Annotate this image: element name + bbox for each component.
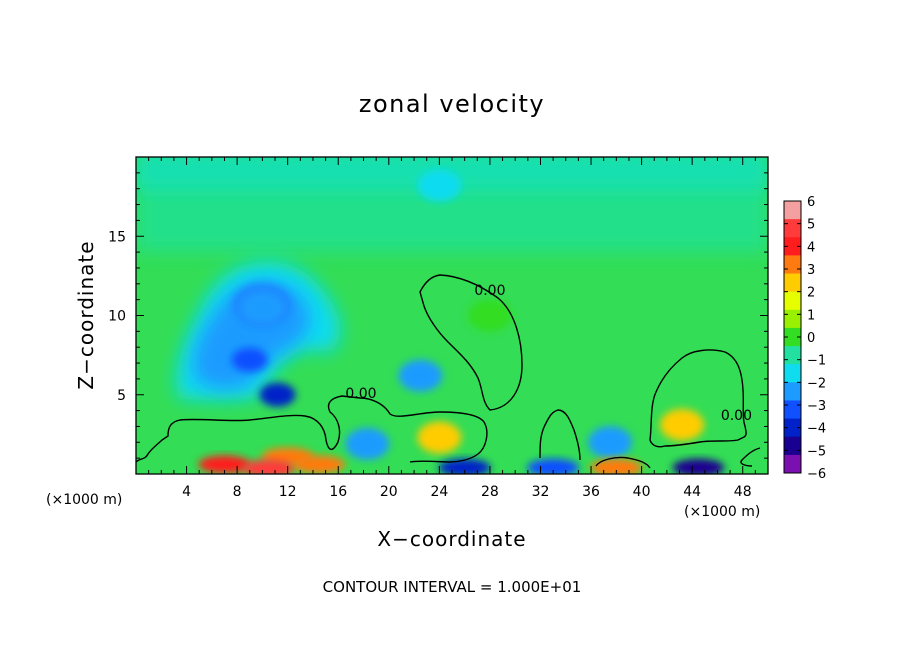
colorbar-swatch xyxy=(784,309,801,329)
velocity-feature xyxy=(417,169,462,202)
colorbar-tick-label: −4 xyxy=(807,422,826,437)
contour-label: 0.00 xyxy=(721,408,752,424)
contour-label: 0.00 xyxy=(474,283,505,299)
contour-line-center xyxy=(419,274,523,411)
colorbar-swatch xyxy=(784,418,801,438)
x-tick-label: 16 xyxy=(329,484,347,500)
colorbar-swatch xyxy=(784,364,801,383)
colorbar-tick-label: 0 xyxy=(807,331,815,346)
velocity-feature xyxy=(467,299,512,332)
x-tick-label: 36 xyxy=(582,484,600,500)
contour-interval-footer: CONTOUR INTERVAL = 1.000E+01 xyxy=(323,578,582,596)
colorbar-tick-label: −5 xyxy=(807,444,826,459)
y-tick-label: 5 xyxy=(117,388,126,404)
x-tick-label: 12 xyxy=(279,484,297,500)
velocity-feature xyxy=(242,459,295,474)
contour-line-small-c xyxy=(740,447,761,467)
x-tick-label: 48 xyxy=(734,484,752,500)
colorbar-swatch xyxy=(784,454,801,474)
colorbar-swatch xyxy=(784,201,801,220)
velocity-feature xyxy=(672,458,725,474)
x-tick-label: 40 xyxy=(633,484,651,500)
y-tick-label: 15 xyxy=(108,229,126,245)
colorbar-tick-label: −6 xyxy=(807,467,826,482)
colorbar: 6 5 4 3 2 1 0 −1 −2 −3 −4 −5 −6 xyxy=(783,195,826,482)
contour-line-small-b xyxy=(595,456,651,469)
x-tick-label: 28 xyxy=(481,484,499,500)
colorbar-swatch xyxy=(784,291,801,311)
x-tick-label: 44 xyxy=(683,484,701,500)
velocity-feature xyxy=(398,359,443,392)
y-tick-label: 10 xyxy=(108,309,126,325)
velocity-feature xyxy=(231,347,268,372)
colorbar-swatch xyxy=(784,255,801,275)
colorbar-swatch xyxy=(784,382,801,401)
colorbar-tick-label: −1 xyxy=(807,354,826,369)
colorbar-tick-label: −2 xyxy=(807,376,826,391)
colorbar-tick-label: 2 xyxy=(807,286,815,301)
x-tick-label: 8 xyxy=(233,484,242,500)
colorbar-tick-label: −3 xyxy=(807,399,826,414)
colorbar-tick-label: 6 xyxy=(807,195,815,210)
velocity-feature xyxy=(293,455,346,474)
velocity-feature xyxy=(240,291,285,324)
axis-ticks xyxy=(136,157,768,474)
colorbar-swatch xyxy=(784,346,801,365)
colorbar-swatch xyxy=(784,400,801,420)
x-unit-label: (×1000 m) xyxy=(684,504,760,520)
colorbar-tick-label: 3 xyxy=(807,263,815,278)
x-tick-label: 32 xyxy=(532,484,550,500)
colorbar-swatch xyxy=(784,219,801,238)
velocity-feature xyxy=(588,426,632,459)
x-tick-label: 4 xyxy=(182,484,191,500)
contour-labels: 0.00 0.00 0.00 xyxy=(345,283,752,424)
colorbar-tick-label: 4 xyxy=(807,240,815,255)
colorbar-swatch xyxy=(784,237,801,256)
velocity-feature xyxy=(259,382,296,407)
contour-field xyxy=(136,157,768,474)
contour-line-left xyxy=(136,395,488,463)
y-axis-title: Z−coordinate xyxy=(74,240,98,389)
colorbar-swatch xyxy=(784,436,801,456)
x-tick-label: 20 xyxy=(380,484,398,500)
contour-label: 0.00 xyxy=(345,386,376,402)
contour-line-small-a xyxy=(539,409,581,461)
colorbar-swatch xyxy=(784,327,801,347)
colorbar-tick-label: 1 xyxy=(807,308,815,323)
x-tick-label: 24 xyxy=(430,484,448,500)
velocity-feature xyxy=(345,427,390,460)
zero-contours xyxy=(136,274,761,469)
colorbar-swatch xyxy=(784,273,801,293)
velocity-feature xyxy=(660,408,705,441)
contour-line-right xyxy=(649,349,747,448)
colorbar-tick-label: 5 xyxy=(807,218,815,233)
z-unit-label: (×1000 m) xyxy=(46,492,122,508)
chart-title: zonal velocity xyxy=(359,90,545,118)
x-axis-title: X−coordinate xyxy=(377,527,526,551)
velocity-feature xyxy=(417,421,462,454)
